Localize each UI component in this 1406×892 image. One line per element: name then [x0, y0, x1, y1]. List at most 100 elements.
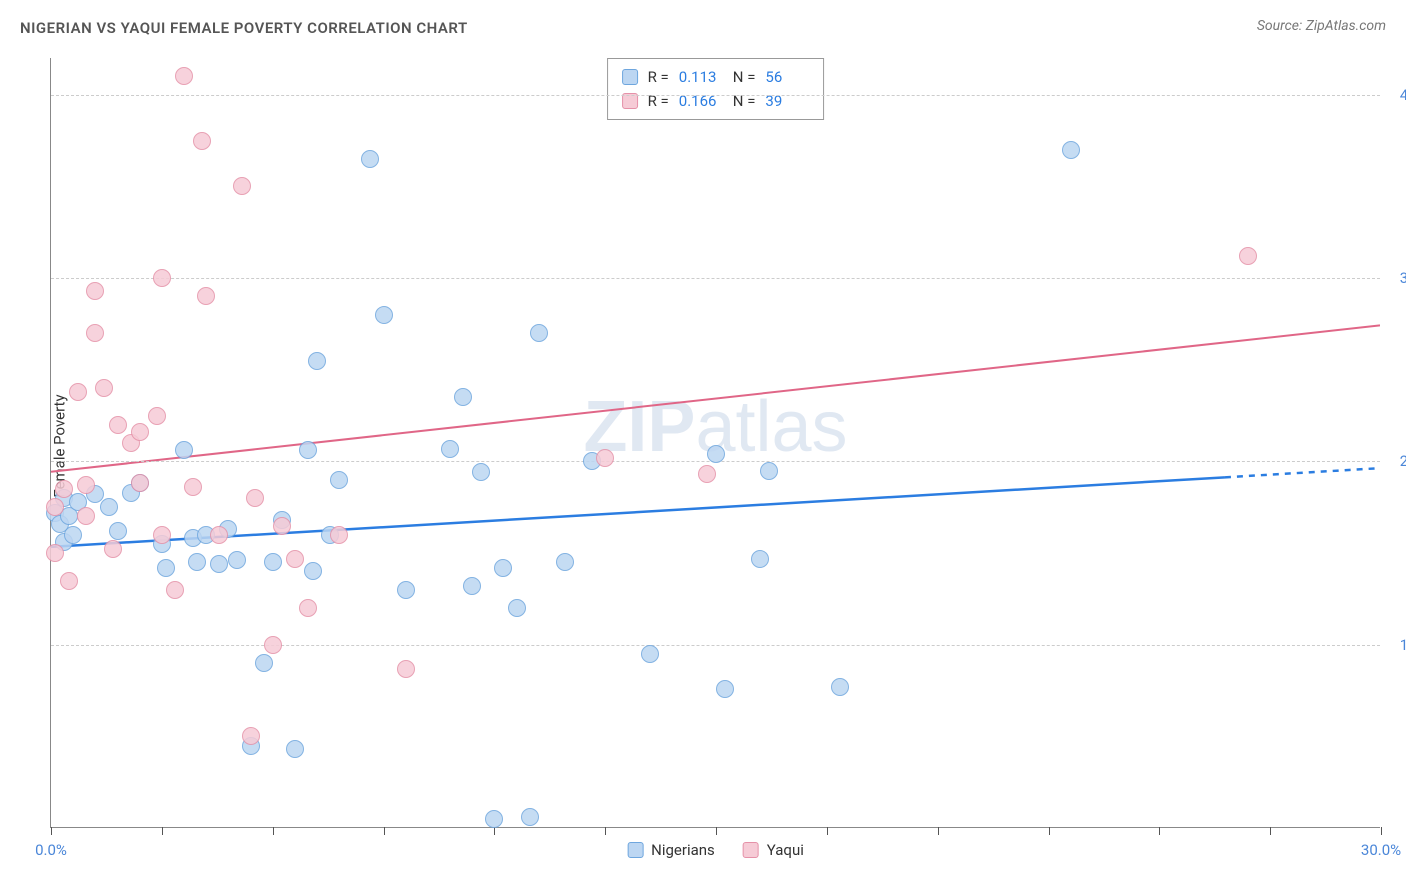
- correlation-stats-box: R = 0.113 N = 56 R = 0.166 N = 39: [607, 58, 825, 120]
- r-label: R =: [648, 65, 669, 89]
- data-point: [69, 383, 87, 401]
- data-point: [463, 577, 481, 595]
- data-point: [157, 559, 175, 577]
- data-point: [716, 680, 734, 698]
- r-value-nigerians: 0.113: [679, 65, 723, 89]
- scatter-plot-area: ZIPatlas R = 0.113 N = 56 R = 0.166 N = …: [50, 58, 1380, 828]
- legend-label: Nigerians: [651, 841, 715, 859]
- data-point: [100, 498, 118, 516]
- data-point: [86, 324, 104, 342]
- data-point: [530, 324, 548, 342]
- data-point: [441, 440, 459, 458]
- x-tick: [1159, 827, 1160, 835]
- data-point: [596, 449, 614, 467]
- data-point: [86, 282, 104, 300]
- swatch-yaqui: [743, 842, 759, 858]
- stats-row-yaqui: R = 0.166 N = 39: [622, 89, 810, 113]
- chart-title: NIGERIAN VS YAQUI FEMALE POVERTY CORRELA…: [20, 19, 468, 37]
- n-label: N =: [733, 89, 756, 113]
- data-point: [228, 551, 246, 569]
- data-point: [472, 463, 490, 481]
- data-point: [193, 132, 211, 150]
- data-point: [641, 645, 659, 663]
- data-point: [188, 553, 206, 571]
- n-label: N =: [733, 65, 756, 89]
- gridline: [51, 278, 1380, 279]
- data-point: [508, 599, 526, 617]
- data-point: [153, 526, 171, 544]
- n-value-yaqui: 39: [765, 89, 809, 113]
- data-point: [55, 480, 73, 498]
- data-point: [760, 462, 778, 480]
- data-point: [1239, 247, 1257, 265]
- data-point: [131, 474, 149, 492]
- data-point: [330, 471, 348, 489]
- data-point: [707, 445, 725, 463]
- gridline: [51, 645, 1380, 646]
- data-point: [210, 555, 228, 573]
- data-point: [77, 476, 95, 494]
- data-point: [246, 489, 264, 507]
- data-point: [242, 727, 260, 745]
- gridline: [51, 95, 1380, 96]
- data-point: [153, 269, 171, 287]
- y-tick-label: 10.0%: [1385, 636, 1406, 654]
- data-point: [197, 287, 215, 305]
- y-tick-label: 20.0%: [1385, 452, 1406, 470]
- data-point: [109, 416, 127, 434]
- data-point: [166, 581, 184, 599]
- data-point: [485, 810, 503, 828]
- stats-row-nigerians: R = 0.113 N = 56: [622, 65, 810, 89]
- data-point: [397, 660, 415, 678]
- x-tick: [938, 827, 939, 835]
- data-point: [255, 654, 273, 672]
- x-tick: [273, 827, 274, 835]
- x-tick: [162, 827, 163, 835]
- source-attribution: Source: ZipAtlas.com: [1257, 18, 1386, 34]
- data-point: [131, 423, 149, 441]
- data-point: [109, 522, 127, 540]
- r-label: R =: [648, 89, 669, 113]
- legend-label: Yaqui: [767, 841, 804, 859]
- x-tick: [384, 827, 385, 835]
- trend-lines: [51, 58, 1380, 827]
- data-point: [60, 572, 78, 590]
- data-point: [210, 526, 228, 544]
- data-point: [299, 599, 317, 617]
- y-tick-label: 40.0%: [1385, 86, 1406, 104]
- data-point: [77, 507, 95, 525]
- x-tick: [1049, 827, 1050, 835]
- data-point: [148, 407, 166, 425]
- data-point: [233, 177, 251, 195]
- data-point: [494, 559, 512, 577]
- data-point: [454, 388, 472, 406]
- data-point: [95, 379, 113, 397]
- data-point: [264, 553, 282, 571]
- x-tick: [1381, 827, 1382, 835]
- data-point: [273, 517, 291, 535]
- x-tick: [605, 827, 606, 835]
- data-point: [184, 478, 202, 496]
- data-point: [308, 352, 326, 370]
- data-point: [556, 553, 574, 571]
- x-tick-label: 30.0%: [1361, 841, 1401, 859]
- x-tick: [716, 827, 717, 835]
- data-point: [286, 740, 304, 758]
- data-point: [175, 67, 193, 85]
- data-point: [264, 636, 282, 654]
- data-point: [397, 581, 415, 599]
- x-tick: [494, 827, 495, 835]
- data-point: [286, 550, 304, 568]
- swatch-nigerians: [627, 842, 643, 858]
- data-point: [521, 808, 539, 826]
- data-point: [46, 544, 64, 562]
- data-point: [330, 526, 348, 544]
- data-point: [175, 441, 193, 459]
- y-tick-label: 30.0%: [1385, 269, 1406, 287]
- data-point: [375, 306, 393, 324]
- x-tick: [827, 827, 828, 835]
- n-value-nigerians: 56: [765, 65, 809, 89]
- legend: Nigerians Yaqui: [627, 841, 804, 859]
- data-point: [698, 465, 716, 483]
- x-tick-label: 0.0%: [35, 841, 67, 859]
